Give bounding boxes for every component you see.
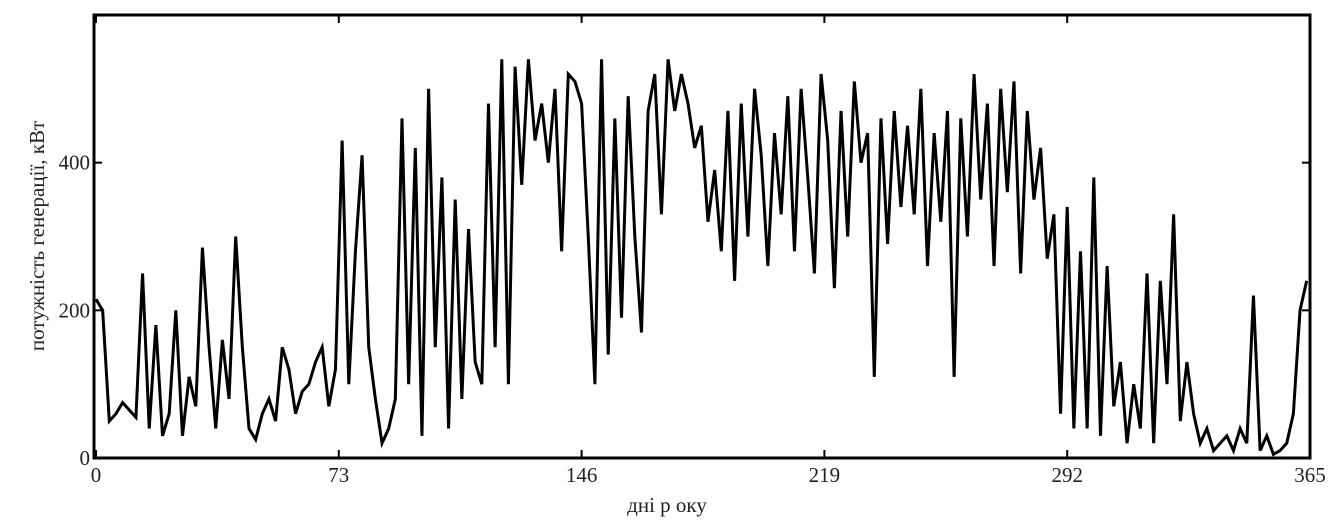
x-tick-label: 292: [1051, 463, 1083, 487]
y-tick-label: 200: [59, 298, 91, 322]
x-tick-label: 365: [1294, 463, 1326, 487]
x-tick-label: 219: [809, 463, 841, 487]
plot-frame: [92, 13, 1312, 460]
x-axis-label: дні р оку: [627, 493, 707, 517]
x-tick-label: 146: [566, 463, 598, 487]
x-tick-label: 0: [91, 463, 102, 487]
data-line: [94, 59, 1309, 457]
x-tick-label: 73: [328, 463, 349, 487]
y-axis-label: потужність генерації, кВт: [25, 121, 49, 351]
y-tick-label: 0: [80, 446, 91, 470]
y-tick-label: 400: [59, 151, 91, 175]
